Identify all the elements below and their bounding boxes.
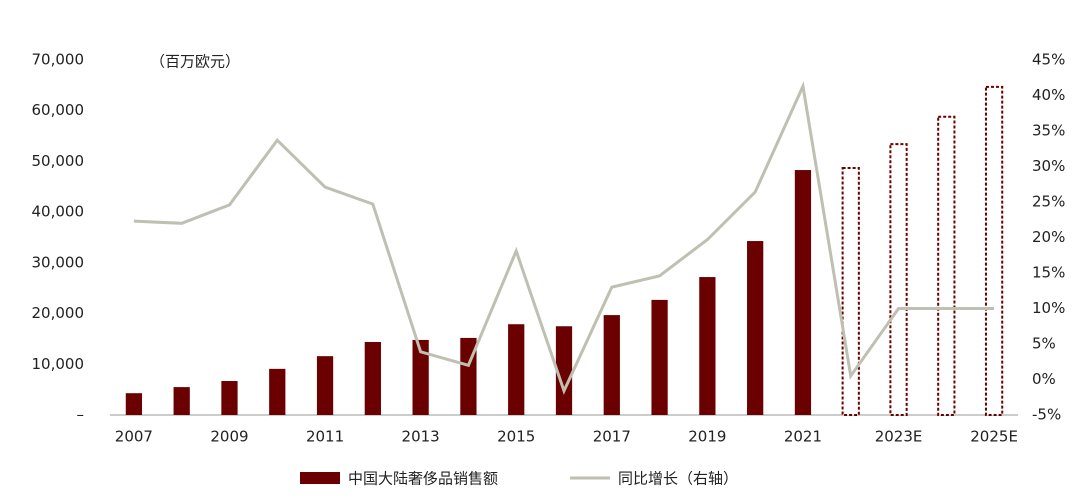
bar bbox=[555, 326, 573, 415]
bar bbox=[937, 115, 956, 417]
legend-swatch bbox=[300, 472, 340, 484]
bar bbox=[603, 315, 620, 415]
bar bbox=[984, 85, 1004, 416]
bar bbox=[508, 324, 525, 415]
y2-tick-label: 5% bbox=[1032, 335, 1056, 353]
y2-tick-label: 10% bbox=[1032, 299, 1065, 317]
x-tick-label: 2021 bbox=[784, 428, 822, 446]
bar bbox=[699, 277, 716, 415]
y-tick-label: 10,000 bbox=[32, 355, 85, 373]
y2-tick-label: 40% bbox=[1032, 86, 1065, 104]
bar bbox=[125, 393, 143, 415]
bar bbox=[221, 381, 238, 415]
y-tick-label: 50,000 bbox=[32, 152, 85, 170]
bar bbox=[794, 170, 812, 415]
line bbox=[133, 81, 995, 395]
y-tick-label: 70,000 bbox=[32, 51, 85, 69]
bar bbox=[269, 368, 286, 415]
x-tick-label: 2015 bbox=[497, 428, 535, 446]
y2-tick-label: 45% bbox=[1032, 51, 1065, 69]
y-tick-label: 40,000 bbox=[32, 203, 85, 221]
y-tick-label: 20,000 bbox=[32, 304, 85, 322]
y2-tick-label: 25% bbox=[1032, 193, 1065, 211]
x-tick-label: 2009 bbox=[210, 428, 248, 446]
unit-label: （百万欧元） bbox=[150, 53, 240, 71]
y-tick-label: 60,000 bbox=[32, 101, 85, 119]
y2-tick-label: 30% bbox=[1032, 157, 1065, 175]
x-tick-label: 2007 bbox=[115, 428, 153, 446]
x-tick-label: 2017 bbox=[593, 428, 631, 446]
y-tick-label: 30,000 bbox=[32, 253, 85, 271]
x-tick-label: 2019 bbox=[688, 428, 726, 446]
y2-tick-label: 20% bbox=[1032, 228, 1065, 246]
x-tick-label: 2013 bbox=[402, 428, 440, 446]
x-tick-label: 2025E bbox=[970, 428, 1018, 446]
y2-tick-label: 15% bbox=[1032, 264, 1065, 282]
y-tick-label: – bbox=[77, 406, 85, 424]
bar bbox=[889, 143, 908, 417]
bar bbox=[747, 241, 764, 415]
y2-tick-label: -5% bbox=[1032, 406, 1061, 424]
y2-tick-label: 35% bbox=[1032, 122, 1065, 140]
bar bbox=[364, 341, 381, 415]
x-tick-label: 2011 bbox=[306, 428, 344, 446]
x-tick-label: 2023E bbox=[875, 428, 923, 446]
legend-label: 同比增长（右轴） bbox=[618, 470, 738, 488]
bar bbox=[651, 299, 668, 415]
bar bbox=[412, 339, 429, 415]
bar bbox=[316, 356, 334, 415]
y2-tick-label: 0% bbox=[1032, 370, 1056, 388]
legend-label: 中国大陆奢侈品销售额 bbox=[348, 470, 498, 488]
bar bbox=[173, 387, 190, 415]
